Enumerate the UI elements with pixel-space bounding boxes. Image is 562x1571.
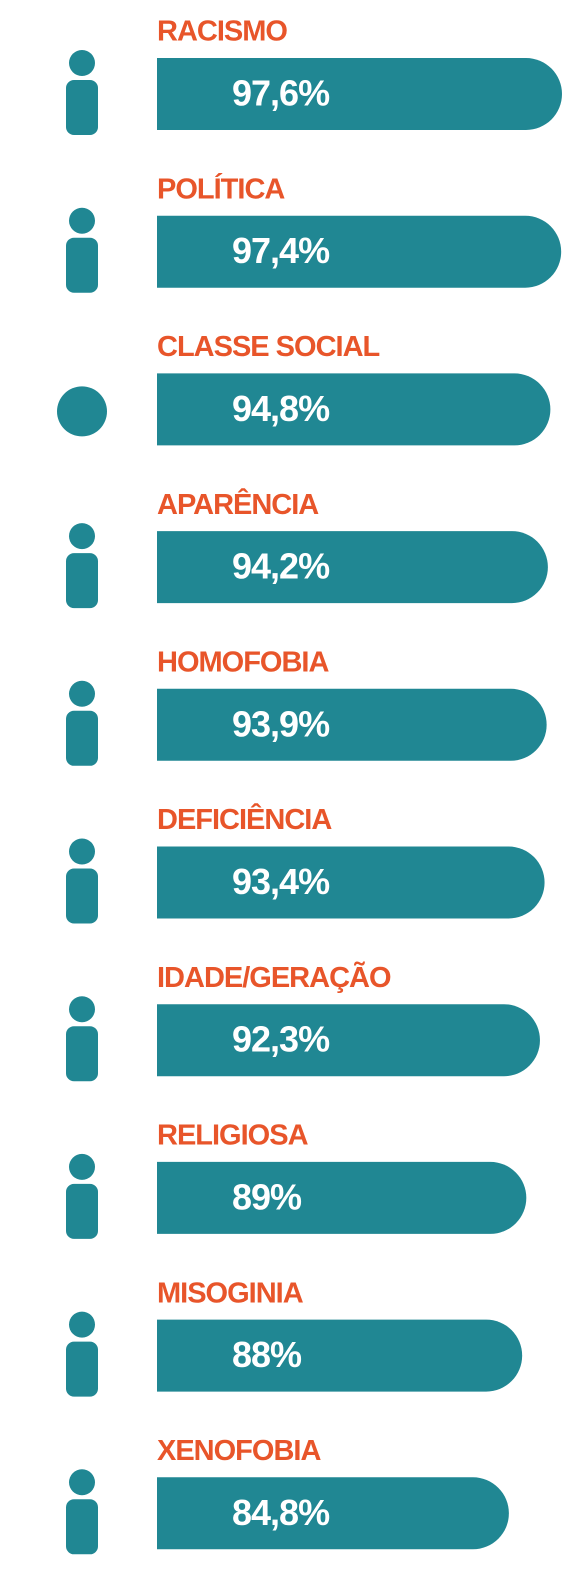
bar	[157, 1319, 523, 1392]
icon	[69, 207, 95, 234]
value-label: 93,9%	[232, 703, 330, 744]
icon	[66, 1183, 98, 1239]
value-label: 89%	[232, 1176, 302, 1217]
bar	[157, 531, 548, 604]
icon	[57, 386, 107, 437]
icon	[66, 1499, 98, 1555]
icon	[66, 1341, 98, 1397]
category-label: RELIGIOSA	[157, 1120, 309, 1152]
category-label: RACISMO	[157, 16, 287, 48]
icon	[66, 868, 98, 924]
icon	[66, 80, 98, 135]
value-label: 93,4%	[232, 861, 330, 902]
bar	[157, 1477, 509, 1550]
value-label: 84,8%	[232, 1492, 330, 1533]
category-label: DEFICIÊNCIA	[157, 802, 332, 836]
value-label: 88%	[232, 1334, 302, 1375]
icon	[69, 50, 95, 76]
icon	[69, 680, 95, 707]
icon	[66, 553, 98, 609]
icon	[69, 1469, 95, 1496]
bar	[157, 373, 551, 446]
icon	[69, 838, 95, 865]
category-label: POLÍTICA	[157, 171, 285, 205]
bar	[157, 215, 562, 288]
category-label: MISOGINIA	[157, 1277, 304, 1309]
icon	[69, 1311, 95, 1338]
category-label: XENOFOBIA	[157, 1435, 321, 1467]
icon	[69, 523, 95, 550]
icon	[69, 1153, 95, 1180]
icon	[66, 710, 98, 766]
bar	[157, 58, 562, 130]
value-label: 94,2%	[232, 546, 330, 587]
bar	[157, 688, 547, 761]
value-label: 97,6%	[232, 73, 330, 114]
category-label: IDADE/GERAÇÃO	[157, 960, 391, 994]
category-label: HOMOFOBIA	[157, 646, 329, 678]
value-label: 94,8%	[232, 388, 330, 429]
category-label: APARÊNCIA	[157, 487, 319, 521]
category-label: CLASSE SOCIAL	[157, 331, 380, 363]
bar	[157, 846, 545, 919]
icon	[66, 1026, 98, 1082]
value-label: 97,4%	[232, 230, 330, 271]
icon	[69, 996, 95, 1023]
value-label: 92,3%	[232, 1019, 330, 1060]
bar	[157, 1161, 527, 1234]
bar	[157, 1004, 540, 1077]
icon	[66, 237, 98, 293]
